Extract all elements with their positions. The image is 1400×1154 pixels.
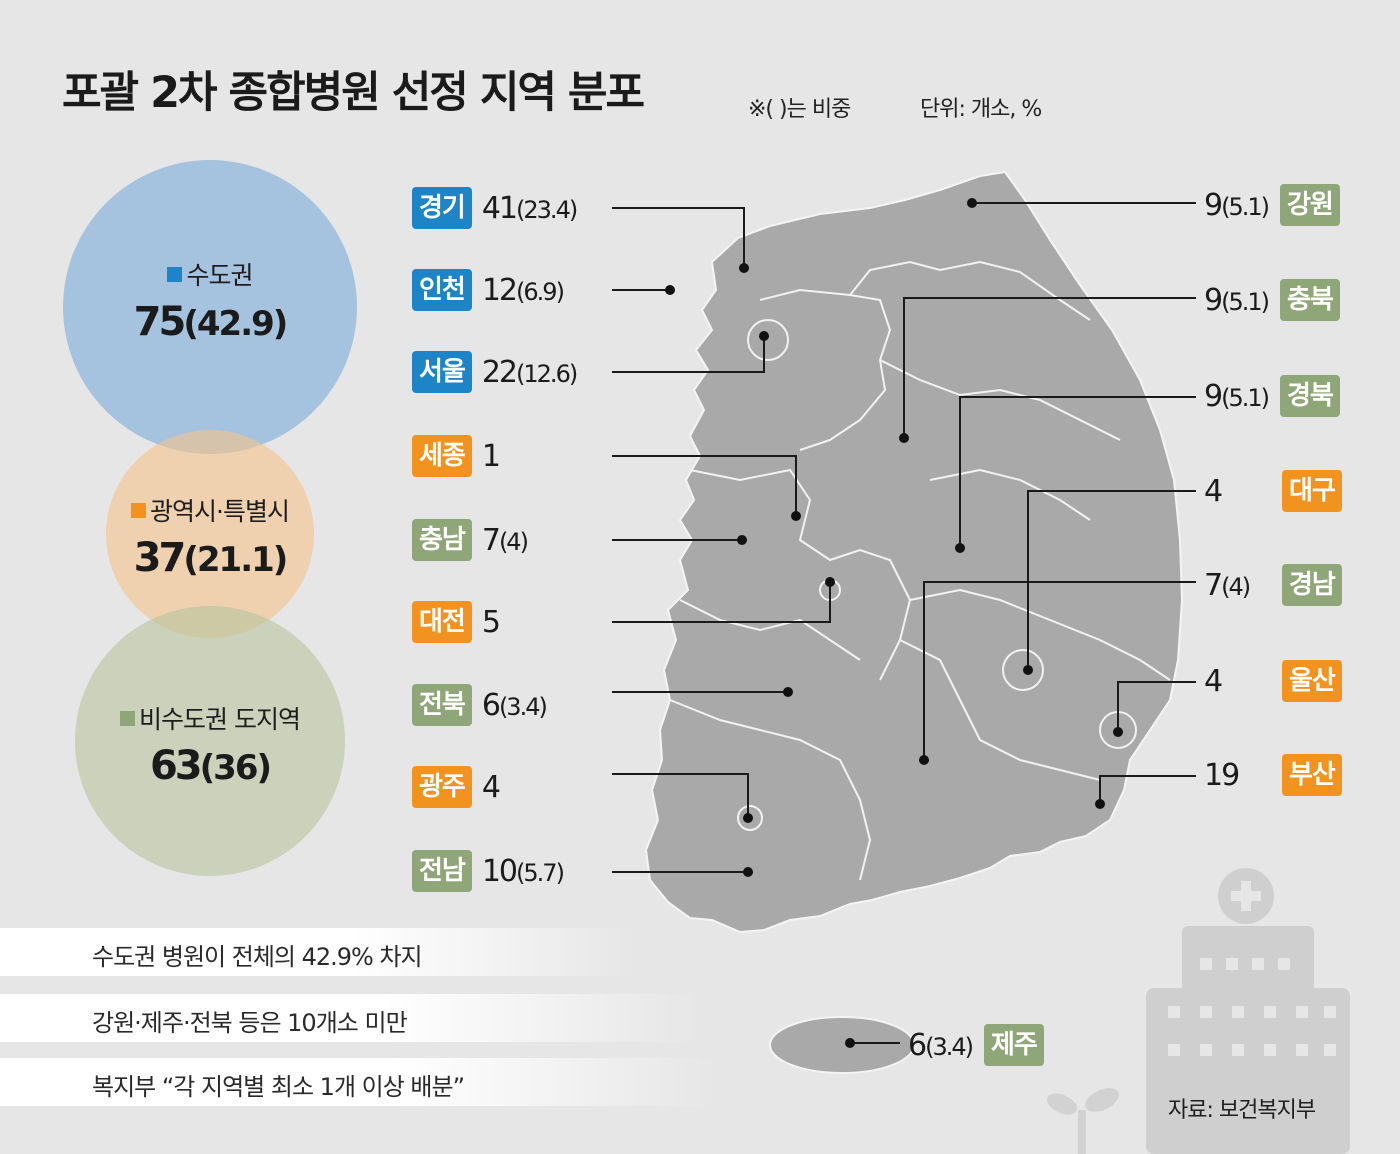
region-badge: 세종 [412,435,472,477]
hospital-icon [1146,868,1350,1154]
region-share: (5.1) [1221,287,1270,316]
region-daejeon: 대전 5 [412,601,501,643]
region-share: (6.9) [516,277,565,306]
region-count: 22 [481,354,518,390]
region-gangwon: 9(5.1) 강원 [1204,184,1340,226]
capital-circle [63,160,357,454]
region-badge: 경기 [412,187,472,229]
region-share: (23.4) [516,195,578,224]
province-legend-marker [120,711,136,726]
region-count: 41 [481,190,518,226]
sprout-icon [1047,1088,1119,1154]
region-jeonbuk: 전북 6(3.4) [412,684,548,726]
region-share: (5.1) [1221,192,1270,221]
region-count: 4 [1204,473,1223,509]
metro-legend-marker [131,503,147,518]
region-badge: 경북 [1280,375,1340,417]
highlight-band: 강원·제주·전북 등은 10개소 미만 [0,994,700,1042]
metro-circle [106,430,314,638]
capital-label: 수도권 [186,261,253,290]
region-share: (5.1) [1221,383,1270,412]
province-count: 63 [149,743,203,789]
region-share: (4) [498,527,529,556]
region-badge: 인천 [412,269,472,311]
leader-lines [612,202,1196,1044]
capital-legend-marker [167,267,183,282]
capital-summary: 수도권 75(42.9) [63,256,357,344]
region-count: 19 [1204,757,1240,793]
region-chungnam: 충남 7(4) [412,519,529,561]
region-incheon: 인천 12(6.9) [412,269,565,311]
region-count: 9 [1204,282,1223,318]
region-count: 9 [1204,187,1223,223]
region-share: (5.7) [516,858,565,887]
region-daegu: 4 대구 [1204,470,1342,512]
share-note: ※( )는 비중 [748,97,851,122]
capital-share: (42.9) [183,304,288,344]
metro-count: 37 [133,535,187,581]
capital-count: 75 [133,299,187,345]
region-gwangju: 광주 4 [412,766,501,808]
region-busan: 19 부산 [1204,754,1342,796]
region-sejong: 세종 1 [412,435,501,477]
region-share: (4) [1221,572,1251,601]
region-badge: 제주 [984,1024,1044,1066]
jeju-shape [769,1016,915,1074]
region-gyeonggi: 경기 41(23.4) [412,187,578,229]
region-count: 1 [481,438,501,474]
highlight-band: 복지부 “각 지역별 최소 1개 이상 배분” [0,1058,720,1106]
region-count: 4 [1204,663,1223,699]
region-badge: 전남 [412,850,472,892]
region-count: 6 [481,687,501,723]
region-badge: 대전 [412,601,472,643]
region-badge: 서울 [412,351,472,393]
region-count: 10 [481,853,518,889]
location-dots [665,198,1123,1048]
region-badge: 광주 [412,766,472,808]
source-note: 자료: 보건복지부 [1168,1098,1316,1123]
province-summary: 비수도권 도지역 63(36) [75,700,345,788]
region-badge: 충남 [412,519,472,561]
region-badge: 부산 [1282,754,1342,796]
province-share: (36) [199,748,272,788]
region-count: 7 [481,522,501,558]
region-jeonnam: 전남 10(5.7) [412,850,565,892]
region-badge: 경남 [1282,564,1342,606]
region-jeju: 6(3.4) 제주 [908,1024,1044,1066]
region-share: (3.4) [925,1032,974,1061]
page-title: 포괄 2차 종합병원 선정 지역 분포 [62,68,645,118]
region-count: 4 [481,769,501,805]
region-share: (3.4) [498,692,548,721]
region-badge: 전북 [412,684,472,726]
region-badge: 강원 [1280,184,1340,226]
region-count: 7 [1204,567,1223,603]
region-gyeongnam: 7(4) 경남 [1204,564,1342,606]
region-seoul: 서울 22(12.6) [412,351,578,393]
region-ulsan: 4 울산 [1204,660,1342,702]
region-gyeongbuk: 9(5.1) 경북 [1204,375,1340,417]
highlight-text: 강원·제주·전북 등은 10개소 미만 [92,1009,408,1037]
region-badge: 대구 [1282,470,1342,512]
region-count: 6 [908,1027,927,1063]
highlight-text: 복지부 “각 지역별 최소 1개 이상 배분” [92,1073,465,1101]
province-circle [75,606,345,876]
highlight-band: 수도권 병원이 전체의 42.9% 차지 [0,928,640,976]
unit-note: 단위: 개소, % [920,97,1042,122]
region-badge: 충북 [1280,279,1340,321]
mainland-shape [644,170,1184,1074]
region-badge: 울산 [1282,660,1342,702]
province-label: 비수도권 도지역 [139,705,301,734]
region-count: 9 [1204,378,1223,414]
region-count: 12 [481,272,518,308]
region-chungbuk: 9(5.1) 충북 [1204,279,1340,321]
region-count: 5 [481,604,501,640]
metro-label: 광역시·특별시 [150,497,290,526]
highlight-text: 수도권 병원이 전체의 42.9% 차지 [92,943,423,971]
metro-share: (21.1) [183,540,288,580]
metro-summary: 광역시·특별시 37(21.1) [106,492,314,580]
region-share: (12.6) [516,359,578,388]
